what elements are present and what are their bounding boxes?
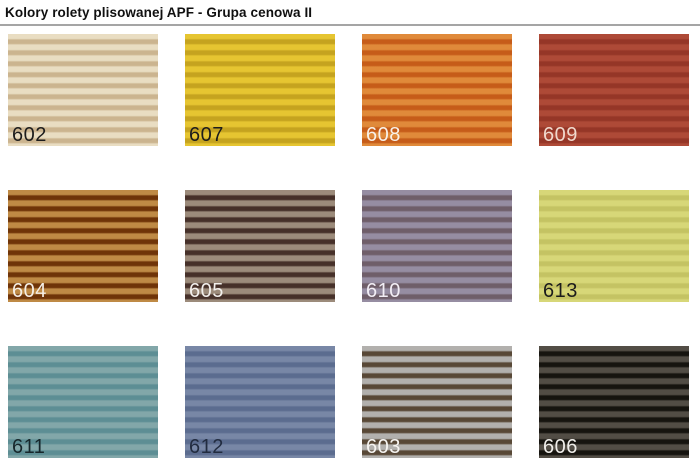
swatch-tile-612[interactable]: 612: [185, 346, 335, 458]
swatch-code-label: 604: [12, 280, 47, 302]
title-divider: [0, 24, 700, 26]
swatch-grid: 602 607 608 609 604 605 610 613 611 612 …: [8, 34, 700, 458]
swatch-tile-605[interactable]: 605: [185, 190, 335, 302]
swatch-tile-610[interactable]: 610: [362, 190, 512, 302]
swatch-code-label: 613: [543, 280, 578, 302]
swatch-tile-602[interactable]: 602: [8, 34, 158, 146]
swatch-tile-607[interactable]: 607: [185, 34, 335, 146]
swatch-tile-604[interactable]: 604: [8, 190, 158, 302]
swatch-code-label: 609: [543, 124, 578, 146]
swatch-code-label: 611: [12, 436, 46, 458]
swatch-code-label: 605: [189, 280, 224, 302]
swatch-tile-608[interactable]: 608: [362, 34, 512, 146]
swatch-tile-611[interactable]: 611: [8, 346, 158, 458]
swatch-code-label: 608: [366, 124, 401, 146]
swatch-code-label: 603: [366, 436, 401, 458]
swatch-code-label: 607: [189, 124, 224, 146]
swatch-code-label: 610: [366, 280, 401, 302]
swatch-tile-609[interactable]: 609: [539, 34, 689, 146]
swatch-tile-606[interactable]: 606: [539, 346, 689, 458]
swatch-code-label: 606: [543, 436, 578, 458]
page-title: Kolory rolety plisowanej APF - Grupa cen…: [5, 5, 313, 20]
swatch-tile-613[interactable]: 613: [539, 190, 689, 302]
swatch-code-label: 602: [12, 124, 47, 146]
swatch-tile-603[interactable]: 603: [362, 346, 512, 458]
swatch-code-label: 612: [189, 436, 224, 458]
